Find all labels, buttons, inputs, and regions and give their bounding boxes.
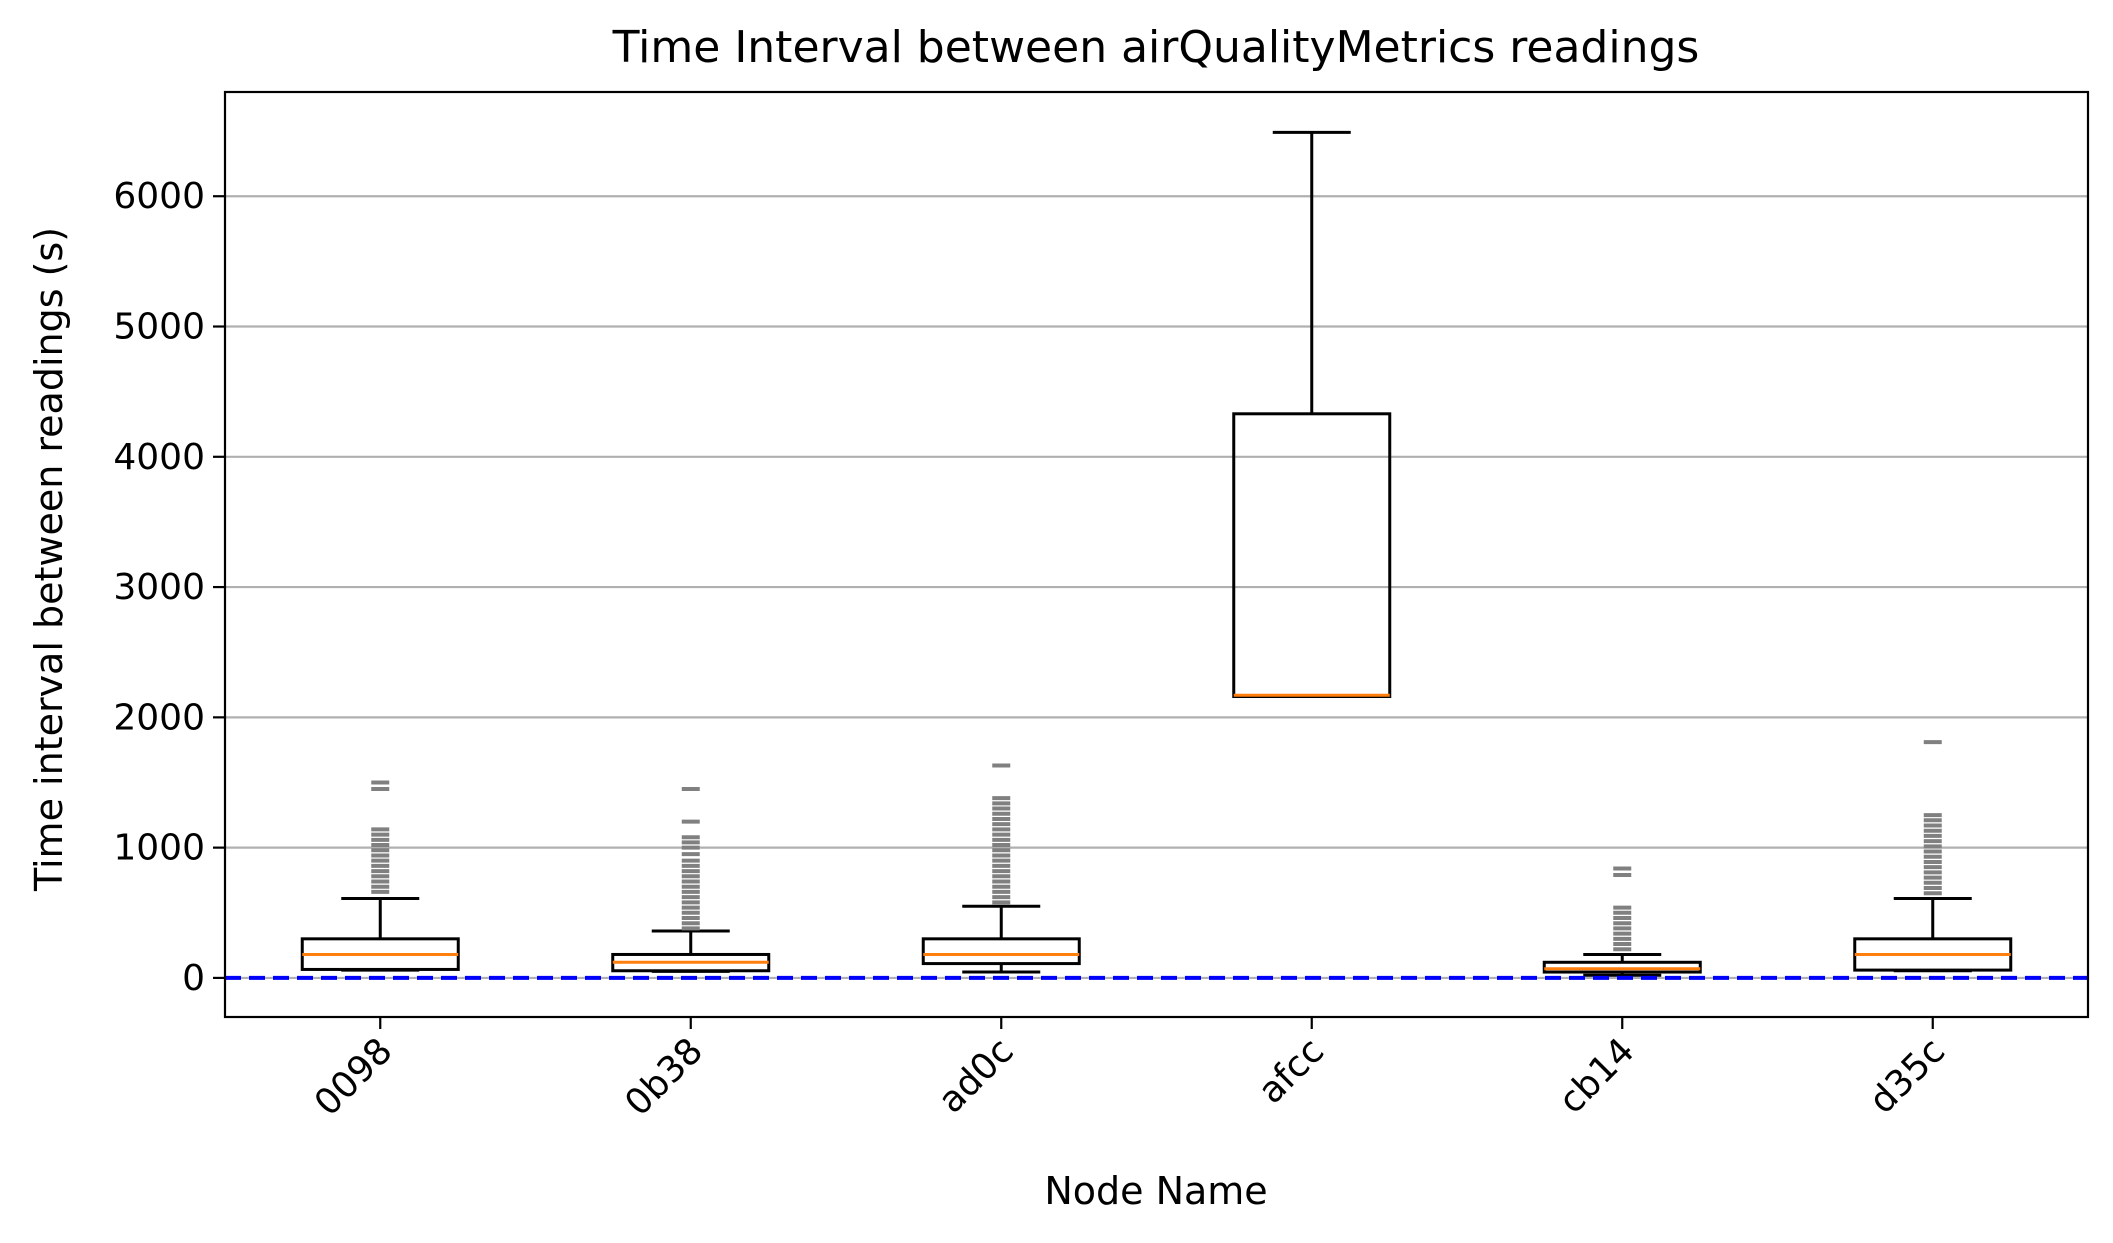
chart-title: Time Interval between airQualityMetrics … [612, 22, 1700, 73]
y-axis-label: Time interval between readings (s) [27, 227, 71, 892]
box-0b38 [611, 787, 771, 973]
box-iqr [1542, 960, 1702, 974]
y-tick-label: 6000 [113, 176, 205, 217]
box-d35c [1853, 740, 2013, 973]
box-cb14 [1542, 866, 1702, 977]
plot-area [225, 130, 2088, 980]
y-tick-label: 3000 [113, 567, 205, 608]
x-axis-label: Node Name [1044, 1169, 1267, 1213]
y-tick-label: 5000 [113, 307, 205, 348]
box-iqr [921, 937, 1081, 966]
gridlines [225, 195, 2088, 980]
axes-frame [223, 90, 2090, 1019]
y-tick-label: 4000 [113, 437, 205, 478]
box-afcc [1232, 130, 1392, 699]
y-tick-label: 1000 [113, 828, 205, 869]
y-tick-label: 2000 [113, 697, 205, 738]
box-0098 [300, 780, 460, 972]
box-ad0c [921, 763, 1081, 974]
y-tick-label: 0 [182, 958, 205, 999]
